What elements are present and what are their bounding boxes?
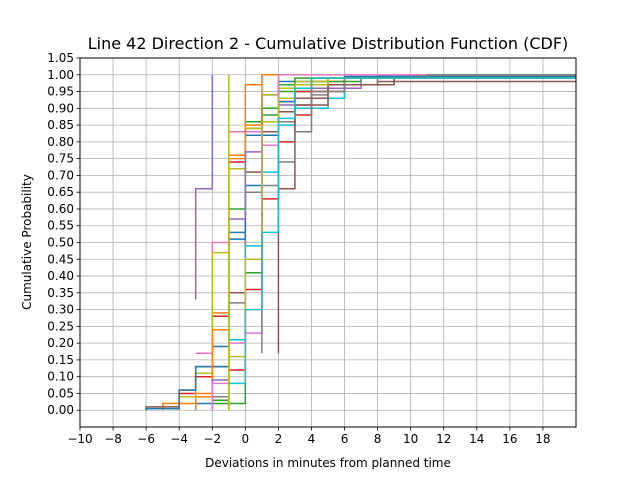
x-tick-label: −10 — [67, 432, 92, 446]
y-tick-label: 0.50 — [47, 236, 74, 250]
y-axis-label: Cumulative Probability — [20, 174, 34, 310]
y-tick-label: 0.45 — [47, 252, 74, 266]
y-tick-label: 0.15 — [47, 353, 74, 367]
y-tick-label: 0.80 — [47, 135, 74, 149]
chart-title: Line 42 Direction 2 - Cumulative Distrib… — [88, 34, 569, 53]
y-tick-label: 0.05 — [47, 386, 74, 400]
x-tick-label: 18 — [535, 432, 550, 446]
y-tick-label: 0.70 — [47, 168, 74, 182]
cdf-series-line — [277, 77, 576, 354]
y-tick-label: 0.60 — [47, 202, 74, 216]
y-tick-label: 0.85 — [47, 118, 74, 132]
x-tick-label: 16 — [502, 432, 517, 446]
series-group — [145, 74, 576, 411]
x-tick-label: 0 — [242, 432, 250, 446]
y-tick-label: 0.30 — [47, 303, 74, 317]
y-tick-label: 0.20 — [47, 336, 74, 350]
x-tick-label: 4 — [308, 432, 316, 446]
x-axis-label: Deviations in minutes from planned time — [205, 456, 451, 470]
y-tick-label: 1.00 — [47, 68, 74, 82]
x-axis: −10 −8 −6 −4 −2 0 2 4 6 8 10 12 14 16 18 — [67, 427, 551, 446]
y-tick-label: 0.10 — [47, 370, 74, 384]
cdf-series-line — [228, 77, 576, 411]
y-tick-label: 0.90 — [47, 101, 74, 115]
y-tick-label: 0.25 — [47, 319, 74, 333]
x-tick-label: 6 — [341, 432, 349, 446]
y-axis: 0.00 0.05 0.10 0.15 0.20 0.25 0.30 0.35 0.40 0.45… — [47, 51, 80, 417]
y-tick-label: 0.65 — [47, 185, 74, 199]
cdf-series-line — [194, 74, 214, 300]
y-tick-label: 0.00 — [47, 403, 74, 417]
x-tick-label: 14 — [469, 432, 484, 446]
x-tick-label: −4 — [170, 432, 188, 446]
y-tick-label: 1.05 — [47, 51, 74, 65]
y-tick-label: 0.35 — [47, 286, 74, 300]
y-tick-label: 0.75 — [47, 152, 74, 166]
x-tick-label: 12 — [436, 432, 451, 446]
y-tick-label: 0.40 — [47, 269, 74, 283]
y-tick-label: 0.55 — [47, 219, 74, 233]
x-tick-label: −2 — [203, 432, 221, 446]
y-tick-label: 0.95 — [47, 85, 74, 99]
x-tick-label: 8 — [374, 432, 382, 446]
x-tick-label: −6 — [137, 432, 155, 446]
x-tick-label: 10 — [403, 432, 418, 446]
x-tick-label: 2 — [275, 432, 283, 446]
x-tick-label: −8 — [104, 432, 122, 446]
